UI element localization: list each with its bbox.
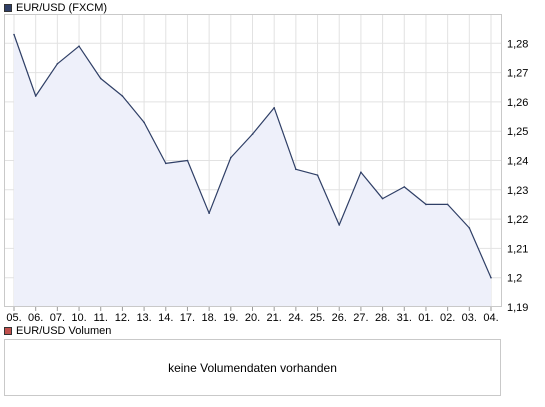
y-tick-label: 1,23 (507, 185, 528, 197)
y-tick-label: 1,21 (507, 243, 528, 255)
price-legend-swatch (4, 4, 12, 12)
x-tick-label: 18. (201, 312, 216, 324)
data-point (425, 203, 427, 206)
y-tick-label: 1,19 (507, 302, 528, 314)
x-tick-label: 20. (245, 312, 260, 324)
x-tick-label: 27. (353, 312, 368, 324)
data-point (34, 95, 37, 97)
x-tick-label: 04. (483, 312, 498, 324)
x-tick-label: 17. (180, 312, 195, 324)
x-tick-label: 05. (6, 312, 21, 324)
x-tick-label: 28. (375, 312, 390, 324)
price-legend-label: EUR/USD (FXCM) (16, 2, 108, 14)
volume-panel: keine Volumendaten vorhanden (4, 339, 501, 396)
data-point (251, 133, 254, 135)
data-point (143, 121, 145, 124)
data-point (13, 33, 15, 36)
data-point (295, 168, 297, 171)
x-tick-label: 03. (462, 312, 477, 324)
data-point (78, 45, 80, 48)
x-tick-label: 31. (397, 312, 412, 324)
x-tick-label: 13. (136, 312, 151, 324)
plot-frame (4, 14, 502, 307)
data-point (381, 197, 384, 200)
x-tick-label: 01. (418, 312, 433, 324)
x-tick-label: 19. (223, 312, 238, 324)
y-tick-label: 1,27 (507, 68, 528, 80)
data-point (403, 186, 406, 188)
x-tick-label: 06. (28, 312, 43, 324)
x-tick-label: 11. (93, 312, 107, 324)
x-tick-label: 25. (310, 312, 325, 324)
data-point (164, 162, 167, 165)
data-point (208, 212, 210, 215)
x-tick-label: 12. (115, 312, 130, 324)
x-tick-label: 14. (158, 312, 173, 324)
x-tick-label: 24. (288, 312, 303, 324)
data-point (99, 77, 102, 80)
y-tick-label: 1,2 (507, 273, 522, 285)
y-tick-label: 1,25 (507, 126, 528, 138)
volume-legend-label: EUR/USD Volumen (16, 325, 112, 337)
x-tick-label: 10. (71, 312, 86, 324)
price-legend: EUR/USD (FXCM) (4, 2, 107, 14)
data-point (446, 203, 449, 206)
price-chart: 1,19 1,2 1,21 1,22 1,23 1,24 1,25 1,26 1,27 1,28 0… (4, 14, 528, 325)
data-point (360, 171, 362, 174)
volume-legend: EUR/USD Volumen (4, 325, 111, 337)
series-area (14, 34, 491, 307)
x-tick-label: 21. (267, 312, 282, 324)
y-tick-label: 1,28 (507, 38, 528, 50)
y-tick-label: 1,22 (507, 214, 528, 226)
y-tick-label: 1,24 (507, 156, 528, 168)
data-point (338, 224, 341, 226)
data-point (273, 106, 275, 109)
data-point (121, 95, 124, 97)
volume-legend-swatch (4, 327, 12, 335)
data-point (316, 174, 319, 176)
y-tick-label: 1,26 (507, 97, 528, 109)
data-point (186, 159, 189, 162)
data-point (468, 227, 471, 229)
data-point (230, 156, 232, 159)
x-tick-label: 02. (440, 312, 455, 324)
no-volume-message: keine Volumendaten vorhanden (168, 360, 337, 375)
x-sublabel: Juni (416, 324, 436, 325)
x-tick-label: 07. (50, 312, 65, 324)
data-point (56, 63, 59, 65)
data-point (490, 276, 492, 279)
x-tick-label: 26. (332, 312, 347, 324)
